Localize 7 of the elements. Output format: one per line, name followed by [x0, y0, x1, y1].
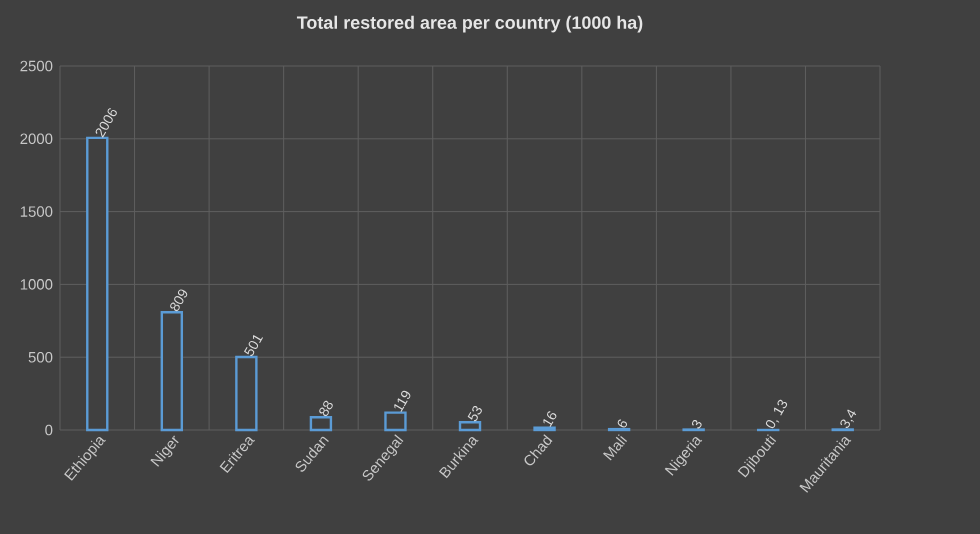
bar: [86, 136, 109, 432]
bar: [309, 415, 333, 432]
bar: [384, 411, 407, 432]
chart-title: Total restored area per country (1000 ha): [296, 15, 643, 33]
bar: [235, 355, 258, 432]
bar: [458, 421, 482, 432]
bar: [160, 311, 184, 432]
